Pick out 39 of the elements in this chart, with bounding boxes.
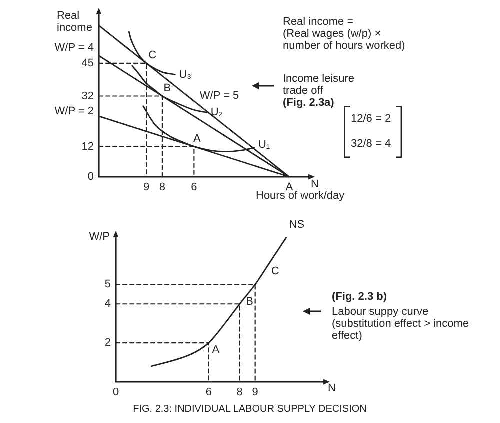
y-axis-title: Real income [57,10,94,34]
text: (Fig. 2.3 b) [332,291,387,303]
series-label: NS [289,218,305,231]
x-tick-label: 9 [252,386,258,399]
annotation: C [271,266,280,278]
series-label: W/P = 5 [200,90,240,102]
annotation: Income leisure trade off [283,73,355,97]
caption: FIG. 2.3: INDIVIDUAL LABOUR SUPPLY DECISION [132,404,368,416]
y-tick-label: 45 [82,57,94,70]
series-label: U₁ [258,139,270,152]
y-tick-label: 0 [88,171,94,184]
annotation: (Fig. 2.3a) [283,97,334,109]
y-tick-label: 32 [82,90,94,102]
series-label: U₂ [210,106,224,119]
x-tick-label: 6 [206,386,212,399]
text: 12/6 = 2 [351,113,392,125]
annotation: Real income = (Real wages (w/p) × number of hours worked) [283,16,406,52]
x-axis-title: N [328,382,336,395]
y-tick-label: 2 [104,337,111,350]
x-tick-label: 0 [112,386,120,399]
y-tick-label: 12 [82,140,94,153]
y-tick-label: 5 [104,278,111,291]
x-tick-label: 8 [236,386,243,399]
y-tick-label: 4 [104,298,111,310]
annotation: A [194,132,202,145]
text: 32/8 = 4 [351,138,392,150]
series-label: W/P = 4 [54,42,94,54]
annotation: B [246,296,254,308]
annotation: C [148,49,157,62]
text: Labour suppy curve (substitution effect > income effect) [332,306,470,342]
y-axis-title: W/P [88,231,110,243]
series-label: U₃ [179,68,192,81]
series-label: W/P = 2 [54,105,94,118]
x-tick-label: 8 [159,182,166,194]
x-axis-title: N [311,178,319,191]
x-tick-label: 6 [191,182,198,194]
annotation: B [164,82,172,94]
annotation: A [212,344,220,356]
x-tick-label: 9 [144,182,150,194]
